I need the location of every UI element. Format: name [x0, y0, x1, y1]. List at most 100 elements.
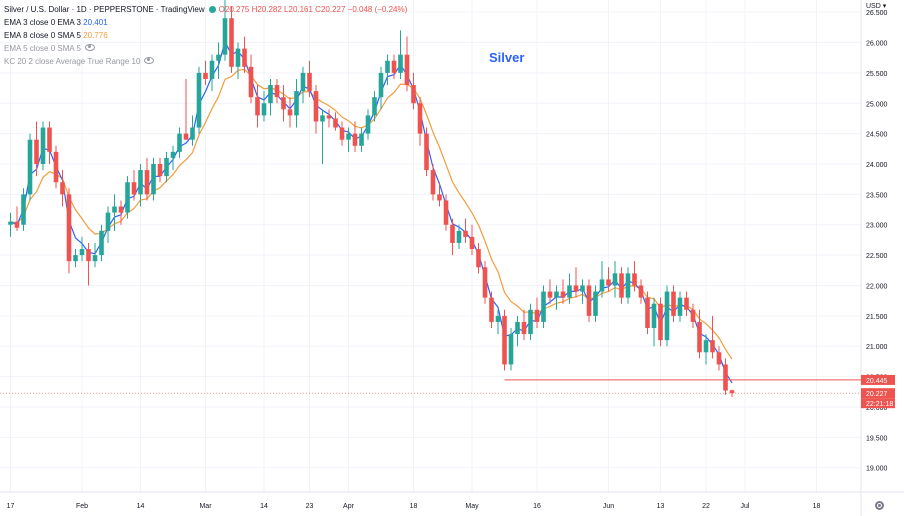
candle-body [209, 60, 215, 79]
candle [697, 309, 702, 359]
candle [339, 121, 345, 146]
candle-body [398, 54, 403, 73]
candle-body [40, 127, 46, 164]
candle-body [476, 249, 481, 268]
candle-body [586, 285, 592, 316]
candle [99, 224, 104, 262]
price-tick-label: 26.500 [866, 10, 888, 17]
candle-body [521, 321, 527, 335]
candle-body [372, 97, 377, 116]
candle-body [118, 206, 124, 213]
price-tick-label: 26.000 [866, 41, 888, 48]
hidden-eye-icon[interactable] [144, 57, 155, 64]
candle-body [593, 291, 598, 316]
ema8-line [10, 68, 733, 360]
candle [560, 279, 566, 304]
candle-body [326, 115, 332, 119]
candle [651, 297, 657, 347]
candle [664, 285, 670, 347]
candle-body [66, 194, 72, 262]
candle [170, 145, 176, 171]
candle-body [723, 364, 728, 391]
candle [599, 261, 605, 298]
candle [606, 267, 611, 292]
indicator-value: 20.776 [83, 31, 108, 40]
candle-body [300, 72, 306, 92]
candle-body [515, 321, 520, 335]
candle-body [203, 72, 208, 79]
candle-body [632, 273, 637, 286]
time-tick-label: 16 [533, 503, 541, 510]
candle-body [242, 48, 247, 67]
indicator-ema5[interactable]: EMA 5 close 0 SMA 5 [4, 42, 407, 55]
candle-body [599, 279, 605, 292]
indicator-kc[interactable]: KC 20 2 close Average True Range 10 [4, 55, 407, 68]
price-tag: 22:21:18 [866, 401, 893, 408]
candle [274, 78, 280, 104]
candle [521, 309, 527, 341]
indicator-label: EMA 3 close 0 EMA 3 [4, 18, 81, 27]
time-tick-label: 14 [137, 503, 145, 510]
currency-label[interactable]: USD ▾ [866, 3, 887, 10]
candle-body [164, 157, 169, 177]
candle-body [437, 194, 442, 201]
candle-body [547, 291, 553, 298]
candle-body [359, 133, 364, 146]
gear-icon[interactable] [875, 501, 884, 510]
candle [645, 291, 650, 335]
candle [391, 54, 397, 79]
chart-watermark: Silver [489, 50, 525, 65]
candle-body [268, 85, 273, 104]
candle [671, 285, 676, 322]
time-tick-label: 23 [306, 503, 314, 510]
candle-body [86, 249, 91, 262]
candle-body [690, 309, 696, 322]
candle-body [333, 118, 338, 128]
indicator-ema3[interactable]: EMA 3 close 0 EMA 3 20.401 [4, 16, 407, 29]
candle-body [125, 182, 130, 213]
hidden-eye-icon[interactable] [84, 44, 95, 51]
candle [463, 218, 468, 243]
candle [313, 85, 319, 134]
time-tick-label: Feb [76, 503, 88, 510]
candle [508, 328, 514, 371]
candle [222, 0, 228, 61]
candle [346, 127, 351, 152]
candle-body [404, 54, 410, 86]
candle-body [580, 285, 585, 292]
candle [515, 315, 520, 347]
symbol-row: Silver / U.S. Dollar · 1D · PEPPERSTONE … [4, 3, 407, 16]
candle-body [294, 91, 299, 116]
currency-code: USD [866, 3, 881, 10]
ema3-line [10, 40, 733, 384]
candle-body [313, 91, 319, 122]
indicator-ema8[interactable]: EMA 8 close 0 SMA 5 20.776 [4, 29, 407, 42]
candle-body [417, 103, 423, 134]
candle [593, 285, 598, 322]
candle-body [430, 170, 436, 195]
candle [690, 303, 696, 328]
candle-body [183, 133, 189, 140]
symbol-title: Silver / U.S. Dollar · 1D · PEPPERSTONE … [4, 5, 205, 14]
candle [73, 249, 78, 268]
candle [60, 170, 65, 207]
candle [580, 279, 585, 304]
candle-body [697, 321, 702, 353]
candle [307, 60, 312, 98]
candle-body [638, 285, 644, 298]
candle [398, 30, 403, 79]
candle-body [489, 297, 494, 322]
candle-body [112, 206, 117, 213]
price-tick-label: 21.000 [866, 344, 888, 351]
candle-body [534, 309, 540, 322]
candle-body [469, 236, 475, 250]
candle [625, 267, 631, 304]
candle-body [716, 352, 722, 365]
candle [47, 121, 52, 164]
candle [365, 109, 371, 140]
candle-body [456, 230, 462, 243]
time-tick-label: Jun [603, 503, 614, 510]
candle-body [170, 151, 176, 158]
candle-body [222, 18, 228, 55]
